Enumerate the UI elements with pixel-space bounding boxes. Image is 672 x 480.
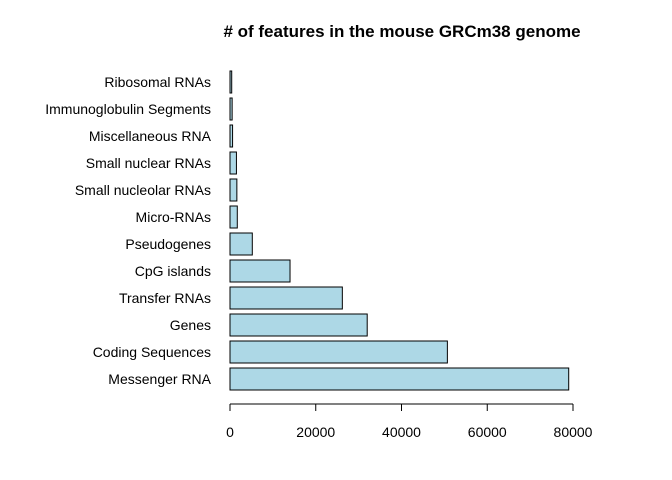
bar-5 [229,232,253,256]
bar-10 [229,97,233,121]
category-label-4: CpG islands [135,263,211,279]
bar-1 [229,340,448,364]
bar-11 [229,70,233,94]
category-labels: Messenger RNA Coding Sequences Genes Transf… [45,74,211,387]
chart-title: # of features in the mouse GRCm38 genome [223,22,580,41]
x-tick-label-0: 0 [226,424,234,440]
bar-0 [229,367,570,391]
category-label-8: Small nuclear RNAs [86,155,211,171]
category-label-10: Immunoglobulin Segments [45,101,211,117]
category-label-0: Messenger RNA [108,371,211,387]
category-label-9: Miscellaneous RNA [89,128,212,144]
x-axis: 0 20000 40000 60000 80000 [226,403,593,440]
x-tick-label-1: 20000 [296,424,335,440]
bar-2 [229,313,368,337]
category-label-7: Small nucleolar RNAs [75,182,211,198]
category-label-11: Ribosomal RNAs [104,74,211,90]
bar-7 [229,178,238,202]
category-label-3: Transfer RNAs [119,290,211,306]
category-label-5: Pseudogenes [125,236,211,252]
category-label-6: Micro-RNAs [136,209,211,225]
bars-group [229,70,570,391]
bar-6 [229,205,238,229]
x-tick-label-3: 60000 [468,424,507,440]
category-label-1: Coding Sequences [93,344,211,360]
bar-9 [229,124,234,148]
bar-3 [229,286,343,310]
bar-4 [229,259,291,283]
x-tick-label-2: 40000 [382,424,421,440]
bar-8 [229,151,237,175]
category-label-2: Genes [170,317,211,333]
x-tick-label-4: 80000 [554,424,593,440]
